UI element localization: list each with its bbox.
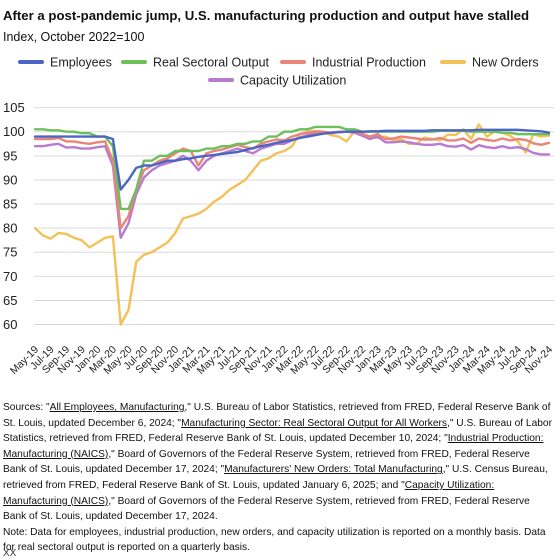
source-link-capacity-utilization[interactable]: Capacity Utilization: Manufacturing (NAI…	[3, 479, 495, 507]
line-chart: Employees Real Sectoral Output Industrial …	[3, 56, 555, 377]
legend-label: New Orders	[472, 56, 539, 70]
y-tick-label: 105	[3, 100, 25, 115]
sources-note: Sources: "All Employees, Manufacturing,"…	[3, 402, 552, 554]
y-tick-label: 75	[3, 245, 17, 260]
y-tick-label: 80	[3, 221, 17, 236]
series-line-employees	[33, 128, 551, 191]
footer-mark: XX	[3, 548, 17, 559]
y-tick-label: 95	[3, 148, 17, 163]
source-link-industrial-production[interactable]: Industrial Production: Manufacturing (NA…	[3, 433, 544, 460]
source-link-new-orders[interactable]: Manufacturers' New Orders: Total Manufac…	[224, 464, 443, 476]
y-tick-label: 60	[3, 317, 17, 332]
y-tick-label: 70	[3, 269, 17, 284]
chart-legend: Employees Real Sectoral Output Industrial …	[18, 56, 539, 88]
legend-label: Industrial Production	[312, 56, 426, 70]
legend-label: Capacity Utilization	[240, 74, 346, 88]
x-axis-tick-labels: May-19Jul-19Sep-19Nov-19Jan-20Mar-20May-…	[8, 344, 555, 377]
chart-subtitle: Index, October 2022=100	[3, 30, 145, 44]
y-tick-label: 90	[3, 172, 17, 187]
data-frequency-note: Note: Data for employees, industrial pro…	[3, 526, 546, 554]
chart-title: After a post-pandemic jump, U.S. manufac…	[3, 8, 530, 23]
y-tick-label: 100	[3, 124, 25, 139]
y-tick-label: 85	[3, 197, 17, 212]
series-line-new-orders	[33, 123, 551, 326]
series-line-industrial-production	[33, 130, 551, 230]
legend-label: Real Sectoral Output	[153, 56, 270, 70]
legend-label: Employees	[50, 56, 112, 70]
y-axis-tick-labels: 105 100 95 90 85 80 75 70 65 60	[3, 100, 25, 332]
series-lines	[33, 123, 551, 326]
y-tick-label: 65	[3, 293, 17, 308]
source-link-real-sectoral-output[interactable]: Manufacturing Sector: Real Sectoral Outp…	[181, 417, 447, 429]
source-link-employees[interactable]: All Employees, Manufacturing	[49, 402, 185, 413]
